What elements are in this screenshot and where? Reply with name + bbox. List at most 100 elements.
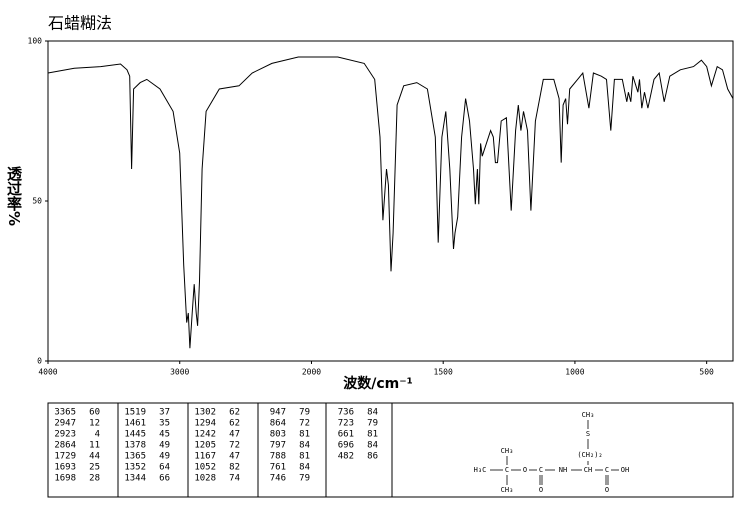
structure-bonds	[490, 420, 619, 485]
peak-wavenumber: 761	[270, 463, 286, 473]
peak-wavenumber: 1519	[124, 408, 146, 418]
peak-wavenumber: 736	[338, 408, 354, 418]
x-axis-label: 波数/cm⁻¹	[343, 375, 413, 392]
structure-label: OH	[621, 466, 629, 474]
table-dividers	[117, 403, 393, 497]
structure-label: (CH₂)₂	[577, 451, 602, 459]
peak-wavenumber: 661	[338, 430, 354, 440]
peak-wavenumber: 1461	[124, 419, 146, 429]
peak-wavenumber: 1344	[124, 474, 146, 484]
peak-transmittance: 82	[229, 463, 240, 473]
peak-wavenumber: 797	[270, 441, 286, 451]
peak-wavenumber: 1242	[194, 430, 216, 440]
peak-transmittance: 28	[89, 474, 100, 484]
peak-wavenumber: 2947	[54, 419, 76, 429]
peak-transmittance: 11	[89, 441, 100, 451]
x-tick-label: 1000	[565, 368, 584, 377]
structure-label: CH	[584, 466, 592, 474]
peak-transmittance: 44	[89, 452, 100, 462]
peak-wavenumber: 1729	[54, 452, 76, 462]
peak-wavenumber: 1378	[124, 441, 146, 451]
peak-transmittance: 37	[159, 408, 170, 418]
peak-wavenumber: 1028	[194, 474, 216, 484]
peak-transmittance: 64	[159, 463, 170, 473]
peak-transmittance: 60	[89, 408, 100, 418]
structure-label: CH₃	[582, 411, 595, 419]
structure-label: O	[539, 486, 543, 494]
peak-transmittance: 81	[299, 452, 310, 462]
y-axis-label: 透过率%	[5, 166, 23, 227]
peak-transmittance: 72	[299, 419, 310, 429]
peak-wavenumber: 1352	[124, 463, 146, 473]
peak-wavenumber: 3365	[54, 408, 76, 418]
peak-transmittance: 35	[159, 419, 170, 429]
peak-transmittance: 4	[95, 430, 100, 440]
x-tick-label: 4000	[38, 368, 57, 377]
structure-label: S	[586, 430, 590, 438]
peak-transmittance: 84	[367, 441, 378, 451]
peak-transmittance: 81	[367, 430, 378, 440]
peak-transmittance: 84	[299, 441, 310, 451]
chart-title: 石蜡糊法	[48, 14, 112, 33]
peak-transmittance: 49	[159, 441, 170, 451]
structure-label: CH₃	[501, 486, 514, 494]
plot-frame	[47, 40, 734, 362]
peak-wavenumber: 2923	[54, 430, 76, 440]
y-tick-label: 50	[32, 197, 42, 206]
structure-label: C	[539, 466, 543, 474]
peak-wavenumber: 2864	[54, 441, 76, 451]
structure-label: C	[505, 466, 509, 474]
peak-wavenumber: 803	[270, 430, 286, 440]
x-tick-label: 1500	[434, 368, 453, 377]
peak-wavenumber: 947	[270, 408, 286, 418]
peak-transmittance: 62	[229, 419, 240, 429]
peak-wavenumber: 1294	[194, 419, 216, 429]
structure-label: NH	[559, 466, 567, 474]
y-tick-label: 0	[37, 357, 42, 366]
peak-wavenumber: 1205	[194, 441, 216, 451]
peak-wavenumber: 1302	[194, 408, 216, 418]
peak-wavenumber: 696	[338, 441, 354, 451]
structure-label: O	[523, 466, 527, 474]
peak-wavenumber: 1693	[54, 463, 76, 473]
peak-transmittance: 79	[299, 474, 310, 484]
peak-transmittance: 72	[229, 441, 240, 451]
peak-transmittance: 62	[229, 408, 240, 418]
peak-wavenumber: 864	[270, 419, 286, 429]
peak-transmittance: 49	[159, 452, 170, 462]
peak-wavenumber: 1167	[194, 452, 216, 462]
structure-label: H₃C	[474, 466, 487, 474]
structure-label: CH₃	[501, 447, 514, 455]
peak-transmittance: 45	[159, 430, 170, 440]
peak-wavenumber: 1365	[124, 452, 146, 462]
peak-wavenumber: 482	[338, 452, 354, 462]
structure-label: O	[605, 486, 609, 494]
peak-wavenumber: 788	[270, 452, 286, 462]
structure-label: C	[605, 466, 609, 474]
peak-transmittance: 86	[367, 452, 378, 462]
peak-transmittance: 84	[299, 463, 310, 473]
peak-transmittance: 79	[299, 408, 310, 418]
peak-transmittance: 47	[229, 452, 240, 462]
peak-transmittance: 25	[89, 463, 100, 473]
peak-wavenumber: 723	[338, 419, 354, 429]
peak-wavenumber: 746	[270, 474, 286, 484]
peak-wavenumber: 1052	[194, 463, 216, 473]
x-tick-label: 500	[699, 368, 714, 377]
y-tick-label: 100	[28, 37, 43, 46]
peak-wavenumber: 1445	[124, 430, 146, 440]
peak-transmittance: 74	[229, 474, 240, 484]
peak-transmittance: 47	[229, 430, 240, 440]
peak-transmittance: 81	[299, 430, 310, 440]
x-tick-label: 3000	[170, 368, 189, 377]
spectrum-line	[47, 56, 734, 349]
peak-transmittance: 79	[367, 419, 378, 429]
x-tick-label: 2000	[302, 368, 321, 377]
peak-wavenumber: 1698	[54, 474, 76, 484]
peak-transmittance: 84	[367, 408, 378, 418]
peak-transmittance: 12	[89, 419, 100, 429]
peak-transmittance: 66	[159, 474, 170, 484]
table-frame	[47, 402, 734, 498]
